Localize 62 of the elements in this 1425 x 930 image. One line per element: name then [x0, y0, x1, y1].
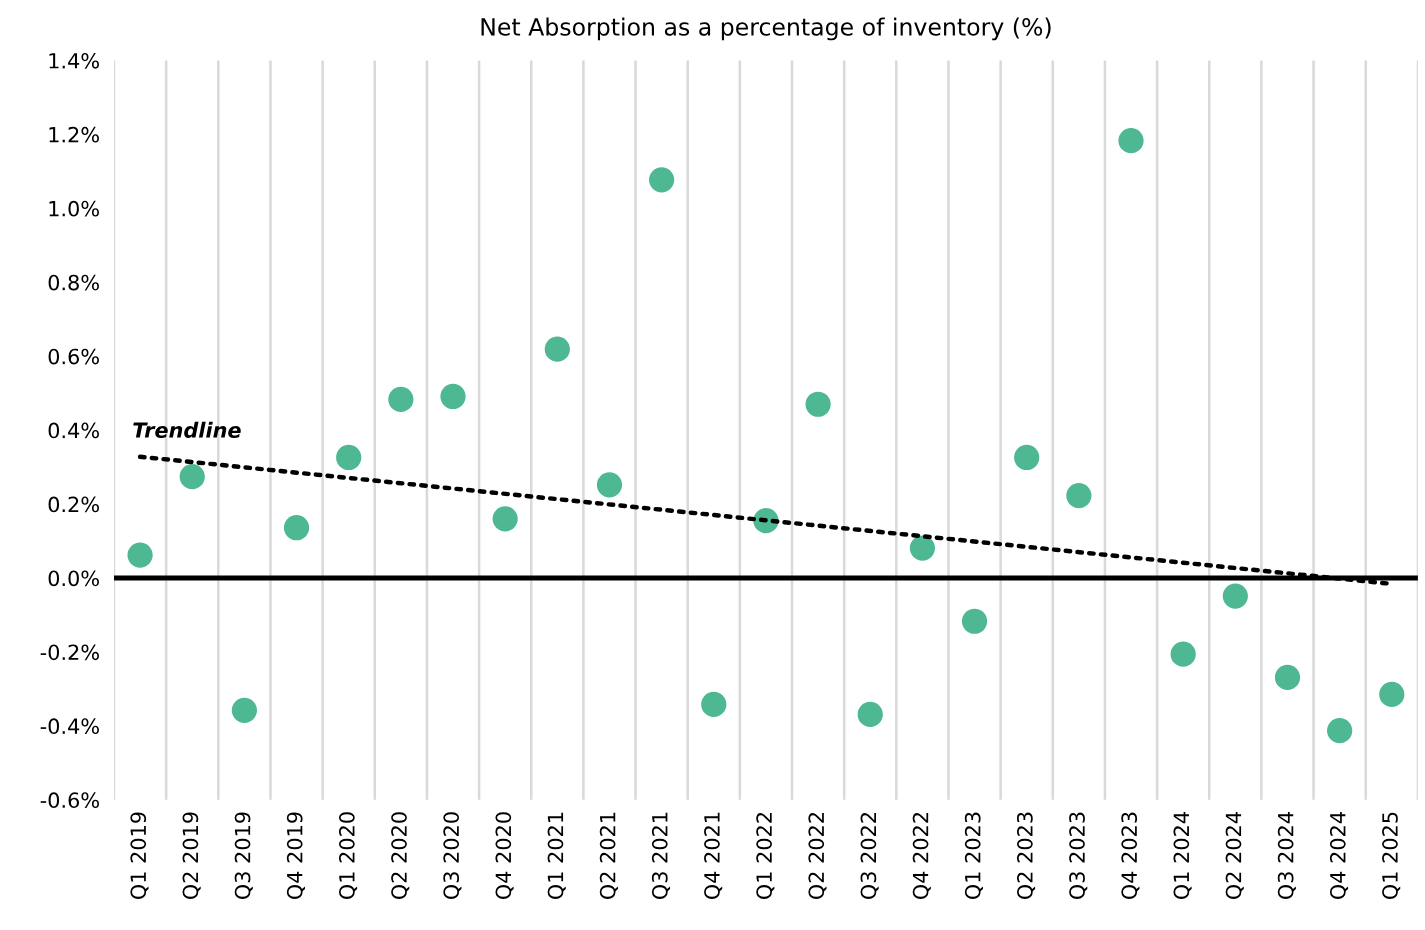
x-tick-label: Q3 2022 [860, 813, 879, 900]
x-tick-label: Q4 2021 [704, 812, 723, 900]
x-tick-label: Q2 2020 [391, 812, 410, 900]
x-tick-label: Q2 2024 [1225, 812, 1244, 900]
x-tick-label: Q4 2022 [912, 813, 931, 900]
x-tick-label: Q2 2022 [808, 813, 827, 900]
x-tick-label: Q3 2024 [1277, 812, 1296, 900]
x-tick-label: Q1 2020 [338, 812, 358, 900]
point [492, 506, 518, 532]
y-tick-label: 0.6% [48, 348, 99, 365]
x-tick-label: Q2 2023 [1017, 812, 1036, 900]
point [1274, 664, 1301, 691]
y-tick-label: 0.8% [48, 274, 99, 291]
y-tick-label: 1.2% [49, 126, 99, 143]
point [283, 515, 310, 541]
x-tick-label: Q1 2019 [130, 812, 149, 900]
point [1327, 718, 1353, 744]
point [127, 542, 153, 568]
x-tick-label: Q3 2021 [651, 812, 671, 900]
point [544, 336, 570, 362]
x-tick-label: Q1 2022 [756, 813, 775, 900]
x-tick-label: Q4 2023 [1121, 812, 1140, 900]
point [440, 383, 466, 410]
x-tick-label: Q1 2023 [964, 812, 983, 900]
point [388, 386, 414, 413]
x-tick-label: Q3 2020 [443, 812, 462, 900]
point [805, 391, 831, 417]
point [179, 464, 205, 490]
x-tick-label: Q1 2024 [1173, 812, 1192, 900]
y-tick-label: -0.2% [40, 644, 99, 661]
point [596, 472, 623, 498]
point [701, 691, 727, 718]
y-tick-label: 0.4% [48, 422, 99, 439]
point [909, 535, 936, 561]
point [857, 701, 883, 728]
x-tick-label: Q4 2020 [495, 812, 514, 900]
x-tick-label: Q2 2021 [599, 812, 618, 900]
point [961, 608, 988, 634]
point [231, 697, 257, 723]
y-tick-label: 0.0% [48, 570, 99, 587]
chart-title: Net Absorption as a percentage of inventory (%) [481, 17, 1051, 41]
y-tick-label: 0.2% [48, 496, 99, 513]
x-tick-label: Q3 2023 [1069, 812, 1088, 900]
point [336, 444, 362, 471]
y-tick-label: 1.4% [49, 52, 99, 69]
y-tick-label: -0.4% [40, 718, 99, 735]
x-tick-label: Q1 2021 [547, 812, 566, 900]
point [1118, 128, 1144, 154]
series-label: Trendline [133, 421, 241, 438]
point [1379, 681, 1405, 708]
y-tick-label: 1.0% [49, 200, 99, 217]
x-tick-label: Q2 2019 [182, 812, 201, 900]
x-tick-label: Q3 2019 [234, 812, 253, 900]
y-tick-label: -0.6% [40, 792, 99, 809]
x-tick-label: Q4 2024 [1329, 812, 1349, 900]
point [1222, 583, 1248, 609]
point [1170, 641, 1196, 667]
point [1014, 444, 1040, 471]
x-tick-label: Q4 2019 [286, 812, 305, 900]
point [649, 167, 675, 193]
x-tick-label: Q1 2025 [1382, 812, 1401, 900]
point [1066, 482, 1092, 509]
